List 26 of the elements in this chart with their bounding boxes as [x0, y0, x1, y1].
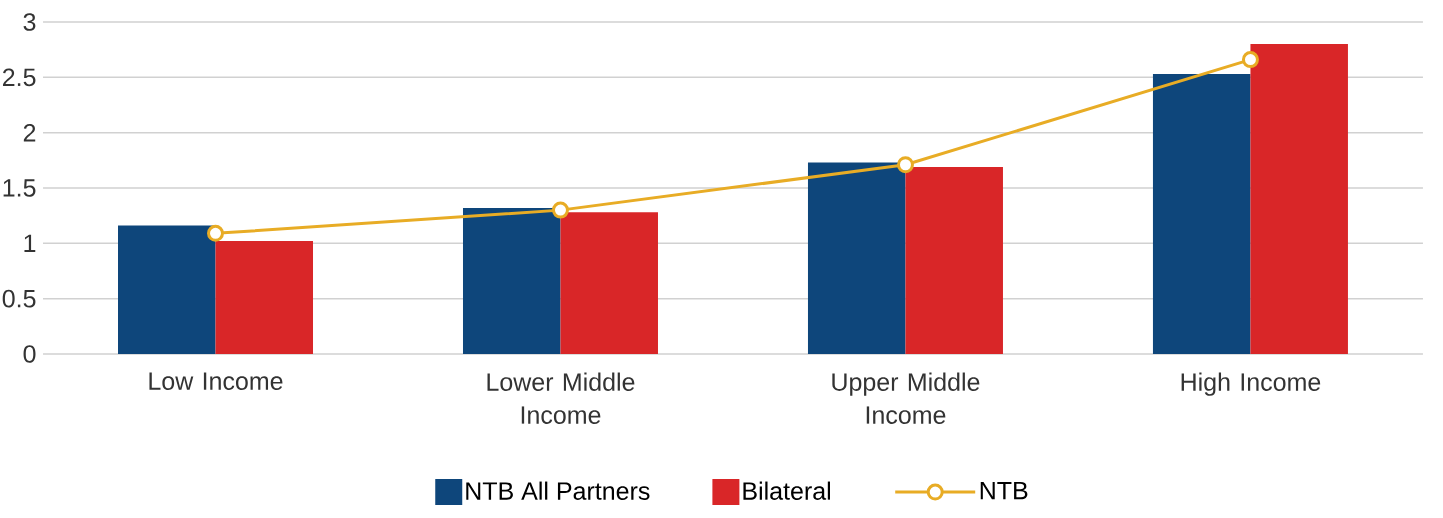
x-tick-label: Upper Middle Income: [832, 372, 980, 424]
point: [896, 156, 914, 174]
point: [1241, 51, 1259, 69]
y-tick-label: 1.5: [3, 179, 36, 197]
bar: [215, 241, 314, 354]
y-tick-label: 0.5: [2, 289, 36, 308]
legend-label: NTB All Partners: [466, 481, 650, 500]
y-tick-label: 2: [23, 123, 36, 142]
x-tick-label: High Income: [1181, 372, 1321, 396]
bar: [118, 225, 216, 354]
bar: [1250, 44, 1348, 354]
bar: [1152, 74, 1251, 354]
point: [551, 201, 569, 219]
y-tick-label: 3: [23, 13, 36, 31]
y-tick-label: 1: [24, 234, 36, 252]
point: [207, 224, 225, 242]
bar: [560, 212, 658, 354]
bar: [807, 162, 906, 354]
x-tick-label: Lower Middle Income: [487, 372, 635, 424]
x-tick-label: Low Income: [149, 372, 283, 390]
y-tick-label: 0: [23, 345, 36, 363]
bar: [462, 207, 561, 354]
y-tick-label: 2.5: [2, 68, 36, 87]
legend-label: Bilateral: [743, 481, 831, 500]
legend-label: NTB: [980, 481, 1028, 500]
bar: [905, 166, 1003, 354]
